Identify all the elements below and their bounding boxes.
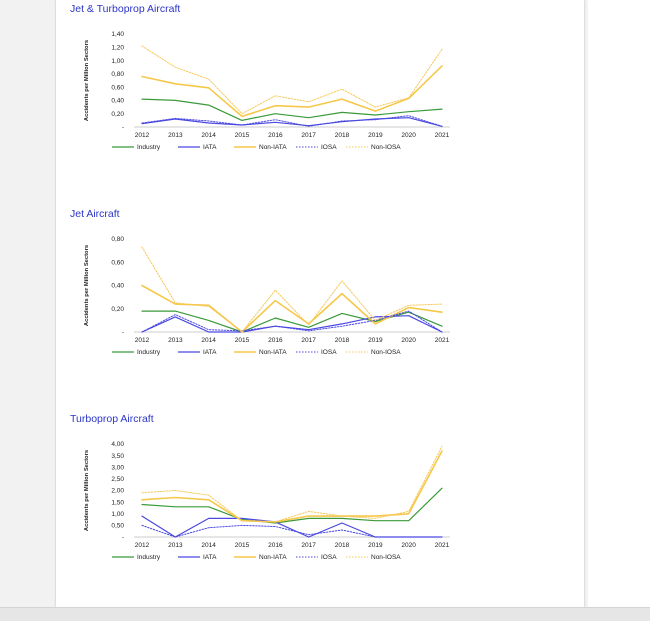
- x-tick-label: 2017: [301, 542, 316, 549]
- legend-label: Non-IOSA: [371, 144, 401, 151]
- legend-label: Non-IOSA: [371, 349, 401, 356]
- x-tick-label: 2015: [235, 542, 250, 549]
- y-tick-label: 0,60: [111, 259, 124, 266]
- y-tick-label: 3,50: [111, 453, 124, 460]
- x-tick-label: 2013: [168, 132, 183, 139]
- y-tick-label: 0,20: [111, 306, 124, 313]
- series-line-iata: [141, 117, 443, 127]
- x-tick-label: 2019: [368, 132, 383, 139]
- y-tick-label: 2,00: [111, 488, 124, 495]
- y-tick-label: 4,00: [111, 441, 124, 448]
- x-tick-label: 2015: [235, 337, 250, 344]
- y-tick-label: 1,00: [111, 58, 124, 65]
- legend-label: IATA: [203, 144, 217, 151]
- chart-title: Jet & Turboprop Aircraft: [70, 3, 180, 15]
- chart-jet: Jet Aircraft Accidents per Million Sector…: [70, 208, 450, 356]
- legend-label: Non-IOSA: [371, 554, 401, 561]
- legend-label: Industry: [137, 554, 161, 561]
- x-tick-label: 2012: [135, 132, 150, 139]
- x-tick-label: 2014: [201, 542, 216, 549]
- x-tick-label: 2016: [268, 337, 283, 344]
- y-tick-label: 0,60: [111, 84, 124, 91]
- y-tick-label: 0,50: [111, 523, 124, 530]
- series-line-iosa: [141, 310, 443, 333]
- series-line-iata: [141, 315, 443, 333]
- x-tick-label: 2012: [135, 337, 150, 344]
- x-tick-label: 2018: [335, 132, 350, 139]
- x-tick-label: 2017: [301, 337, 316, 344]
- x-tick-label: 2016: [268, 132, 283, 139]
- legend-label: IOSA: [321, 144, 337, 151]
- series-line-iosa: [141, 115, 443, 127]
- x-tick-label: 2020: [401, 132, 416, 139]
- chart-title: Turboprop Aircraft: [70, 413, 154, 425]
- x-tick-label: 2013: [168, 337, 183, 344]
- y-tick-label: 1,40: [111, 31, 124, 38]
- y-tick-label: 3,00: [111, 464, 124, 471]
- series-line-industry: [141, 487, 443, 524]
- x-tick-label: 2014: [201, 337, 216, 344]
- y-tick-label: -: [122, 124, 124, 131]
- x-tick-label: 2019: [368, 337, 383, 344]
- series-line-non-iata: [141, 450, 443, 523]
- legend-label: IOSA: [321, 554, 337, 561]
- y-tick-label: 0,40: [111, 283, 124, 290]
- series-line-industry: [141, 98, 443, 122]
- y-axis-title: Accidents per Million Sectors: [84, 40, 90, 121]
- series-line-non-iosa: [141, 445, 443, 523]
- legend-label: Industry: [137, 349, 161, 356]
- bottom-scroll-bar[interactable]: [0, 607, 650, 621]
- x-tick-label: 2020: [401, 337, 416, 344]
- document-page: [56, 0, 584, 607]
- y-tick-label: 1,00: [111, 511, 124, 518]
- x-tick-label: 2019: [368, 542, 383, 549]
- chart-title: Jet Aircraft: [70, 208, 120, 220]
- y-tick-label: 0,80: [111, 71, 124, 78]
- legend-label: IOSA: [321, 349, 337, 356]
- x-tick-label: 2012: [135, 542, 150, 549]
- legend-label: Non-IATA: [259, 554, 287, 561]
- y-tick-label: 2,50: [111, 476, 124, 483]
- y-tick-label: -: [122, 534, 124, 541]
- x-tick-label: 2018: [335, 542, 350, 549]
- y-tick-label: 1,20: [111, 44, 124, 51]
- legend-label: Non-IATA: [259, 349, 287, 356]
- x-tick-label: 2014: [201, 132, 216, 139]
- x-tick-label: 2021: [435, 132, 450, 139]
- y-tick-label: 1,50: [111, 499, 124, 506]
- x-tick-label: 2021: [435, 542, 450, 549]
- series-line-iosa: [141, 524, 443, 538]
- y-tick-label: -: [122, 329, 124, 336]
- y-axis-title: Accidents per Million Sectors: [84, 245, 90, 326]
- x-tick-label: 2017: [301, 132, 316, 139]
- x-tick-label: 2021: [435, 337, 450, 344]
- chart-turboprop: Turboprop Aircraft Accidents per Million …: [70, 413, 450, 561]
- legend-label: Non-IATA: [259, 144, 287, 151]
- series-line-non-iata: [141, 65, 443, 118]
- chart-jet-turboprop: Jet & Turboprop Aircraft Accidents per Mi…: [70, 3, 450, 151]
- legend-label: IATA: [203, 554, 217, 561]
- series-line-non-iata: [141, 284, 443, 333]
- right-gutter: [588, 0, 650, 607]
- x-tick-label: 2013: [168, 542, 183, 549]
- y-tick-label: 0,20: [111, 111, 124, 118]
- y-tick-label: 0,80: [111, 236, 124, 243]
- x-tick-label: 2018: [335, 337, 350, 344]
- y-axis-title: Accidents per Million Sectors: [84, 450, 90, 531]
- series-line-non-iosa: [141, 45, 443, 115]
- legend-label: Industry: [137, 144, 161, 151]
- x-tick-label: 2015: [235, 132, 250, 139]
- x-tick-label: 2016: [268, 542, 283, 549]
- x-tick-label: 2020: [401, 542, 416, 549]
- series-line-non-iosa: [141, 246, 443, 333]
- legend-label: IATA: [203, 349, 217, 356]
- y-tick-label: 0,40: [111, 98, 124, 105]
